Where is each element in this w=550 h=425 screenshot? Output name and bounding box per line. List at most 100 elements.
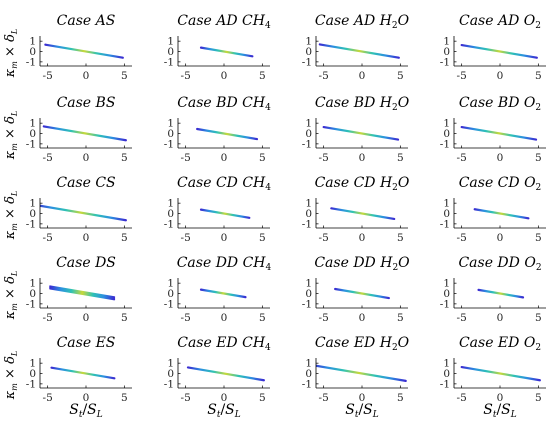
- x-tick-label: -5: [457, 70, 467, 82]
- panel-title: Case DD O2: [458, 255, 541, 273]
- y-tick-label: 1: [167, 358, 174, 370]
- panel-title: Case AS: [57, 13, 116, 29]
- x-tick-label: 5: [535, 152, 542, 164]
- data-series-line: [460, 43, 538, 59]
- x-tick-label: 0: [221, 392, 228, 404]
- x-axis-label: St/SL: [69, 402, 103, 420]
- y-tick-label: -1: [164, 138, 174, 150]
- x-tick-label: -5: [457, 392, 467, 404]
- x-tick-label: 5: [397, 152, 404, 164]
- y-tick-label: 1: [305, 118, 312, 130]
- data-series-line: [50, 366, 116, 380]
- x-tick-label: 0: [359, 312, 366, 324]
- y-tick-label: -1: [26, 218, 36, 230]
- y-axis-label: κm × δL: [3, 351, 19, 400]
- y-tick-label: 1: [167, 36, 174, 48]
- x-tick-label: 5: [535, 70, 542, 82]
- y-axis-labels: κm × δL κm × δL κm × δL κm × δL κm × δL: [3, 29, 19, 400]
- y-tick-label: 0: [443, 288, 450, 300]
- y-tick-label: 0: [305, 208, 312, 220]
- x-tick-label: 5: [535, 312, 542, 324]
- panel-title: Case AD H2O: [315, 13, 410, 31]
- y-tick-label: 0: [167, 208, 174, 220]
- data-series-line: [186, 366, 265, 382]
- x-tick-label: 5: [397, 70, 404, 82]
- x-tick-label: -5: [43, 70, 53, 82]
- panel-title: Case ES: [57, 335, 116, 351]
- y-tick-label: 1: [29, 36, 36, 48]
- x-tick-label: -5: [319, 232, 329, 244]
- x-tick-label: 5: [397, 232, 404, 244]
- panel-title: Case CS: [56, 175, 115, 191]
- x-tick-label: -5: [43, 312, 53, 324]
- data-series-line: [473, 208, 530, 220]
- data-series-line: [460, 365, 541, 382]
- data-series-line: [49, 286, 116, 300]
- y-tick-label: 0: [443, 368, 450, 380]
- x-tick-label: -5: [181, 70, 191, 82]
- x-tick-label: 5: [259, 232, 266, 244]
- panel-title: Case CD CH4: [177, 175, 271, 193]
- panel-title: Case ED CH4: [177, 335, 271, 353]
- data-series-line: [44, 43, 124, 59]
- y-tick-label: 0: [29, 368, 36, 380]
- x-tick-label: -5: [319, 392, 329, 404]
- x-tick-label: 0: [221, 70, 228, 82]
- x-tick-label: 0: [221, 152, 228, 164]
- y-axis-label: κm × δL: [3, 29, 19, 78]
- x-axis-label: St/SL: [483, 402, 517, 420]
- y-tick-label: 0: [29, 128, 36, 140]
- data-series-line: [42, 125, 127, 142]
- x-tick-label: 5: [259, 312, 266, 324]
- x-tick-label: 5: [259, 392, 266, 404]
- y-tick-label: 0: [443, 46, 450, 58]
- x-tick-label: 5: [259, 70, 266, 82]
- x-tick-label: 0: [497, 152, 504, 164]
- data-series-line: [199, 46, 254, 58]
- y-axis-label: κm × δL: [3, 271, 19, 320]
- panel-title: Case BS: [57, 95, 116, 111]
- x-tick-label: 0: [359, 152, 366, 164]
- panel-title: Case ED H2O: [315, 335, 410, 353]
- y-tick-label: 1: [443, 198, 450, 210]
- y-tick-label: -1: [26, 56, 36, 68]
- y-axis-label: κm × δL: [3, 191, 19, 240]
- x-tick-label: 5: [397, 392, 404, 404]
- y-tick-label: 1: [29, 198, 36, 210]
- y-tick-label: 0: [29, 288, 36, 300]
- data-series-line: [49, 285, 116, 298]
- y-tick-label: 1: [167, 278, 174, 290]
- x-tick-label: -5: [181, 232, 191, 244]
- y-tick-label: 0: [305, 368, 312, 380]
- y-tick-label: 1: [443, 278, 450, 290]
- x-tick-label: 0: [83, 392, 90, 404]
- x-tick-label: -5: [43, 152, 53, 164]
- y-tick-label: 1: [443, 118, 450, 130]
- y-tick-label: -1: [164, 218, 174, 230]
- y-tick-label: 1: [29, 278, 36, 290]
- x-tick-label: 0: [359, 70, 366, 82]
- y-tick-label: 0: [167, 128, 174, 140]
- y-tick-label: 1: [305, 278, 312, 290]
- x-tick-label: 5: [121, 152, 128, 164]
- panel-title: Case DD H2O: [314, 255, 410, 273]
- x-tick-label: 0: [497, 312, 504, 324]
- y-tick-label: -1: [26, 378, 36, 390]
- y-tick-label: 1: [29, 118, 36, 130]
- x-tick-label: 5: [121, 70, 128, 82]
- y-tick-label: -1: [164, 298, 174, 310]
- y-tick-label: -1: [302, 138, 312, 150]
